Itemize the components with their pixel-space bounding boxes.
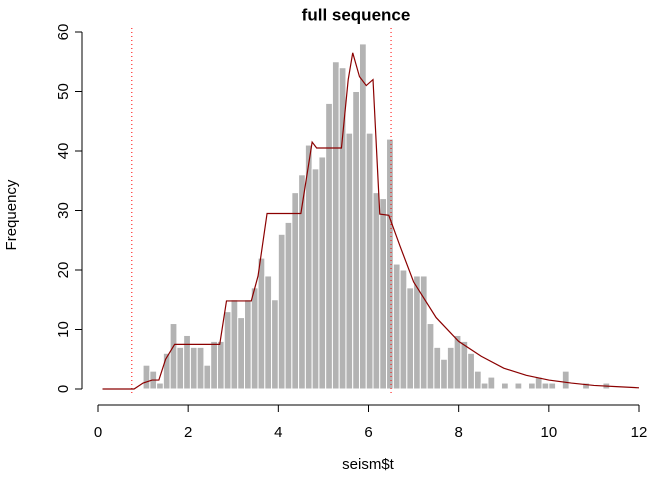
bar: [582, 382, 590, 390]
bar: [440, 358, 448, 390]
x-tick-label: 6: [364, 424, 372, 441]
bar: [277, 233, 286, 390]
bar: [365, 132, 374, 390]
y-tick-label: 0: [55, 385, 72, 393]
bar: [250, 287, 259, 390]
bar: [392, 263, 401, 390]
x-tick-label: 0: [94, 424, 102, 441]
y-tick-label: 40: [55, 143, 72, 160]
y-tick-label: 30: [55, 202, 72, 219]
x-tick-label: 2: [184, 424, 192, 441]
bar: [156, 382, 164, 390]
bar: [237, 317, 246, 390]
bar: [216, 340, 225, 390]
bar: [183, 334, 191, 390]
y-tick-label: 50: [55, 83, 72, 100]
bar: [244, 299, 252, 390]
density-line: [102, 52, 640, 390]
bar: [514, 382, 523, 390]
x-tick-label: 12: [631, 424, 648, 441]
x-tick-label: 10: [540, 424, 557, 441]
bar: [189, 346, 198, 390]
bar: [264, 275, 273, 390]
bar: [433, 346, 442, 390]
bar: [210, 340, 218, 390]
bar: [426, 323, 435, 390]
bar: [331, 61, 340, 390]
bar: [169, 323, 178, 390]
chart-title: full sequence: [302, 5, 411, 24]
bar: [162, 352, 171, 390]
bar: [419, 275, 428, 390]
bar: [561, 370, 570, 390]
y-tick-label: 60: [55, 24, 72, 41]
bar: [460, 340, 469, 390]
bar: [406, 287, 415, 390]
x-tick-label: 4: [274, 424, 282, 441]
bar: [413, 275, 421, 390]
bar: [453, 334, 462, 390]
bar: [176, 346, 185, 390]
y-axis-label: Frequency: [3, 179, 20, 250]
bar: [487, 376, 496, 390]
bar: [257, 257, 266, 390]
bar: [223, 311, 232, 390]
bar: [284, 221, 293, 390]
bar: [271, 299, 279, 390]
bar: [291, 192, 300, 390]
bar: [399, 269, 408, 390]
bar: [446, 346, 455, 390]
bar: [230, 299, 239, 390]
bar: [372, 192, 381, 390]
bar: [203, 364, 212, 390]
bar: [311, 168, 320, 390]
bar: [379, 198, 388, 390]
bar: [352, 91, 360, 390]
x-axis-label: seism$t: [342, 456, 395, 473]
bar: [318, 156, 327, 390]
bar: [541, 382, 550, 390]
bar: [548, 382, 557, 390]
y-tick-label: 10: [55, 321, 72, 338]
bar: [196, 346, 205, 390]
x-tick-label: 8: [454, 424, 462, 441]
bar: [473, 370, 482, 390]
bar: [480, 382, 489, 390]
bar: [345, 132, 354, 390]
bar: [142, 364, 151, 390]
bar: [386, 138, 394, 390]
bar: [358, 43, 367, 390]
y-tick-label: 20: [55, 262, 72, 279]
bar: [500, 382, 509, 390]
bar: [325, 102, 333, 390]
bar: [467, 352, 475, 390]
bar: [528, 382, 536, 390]
